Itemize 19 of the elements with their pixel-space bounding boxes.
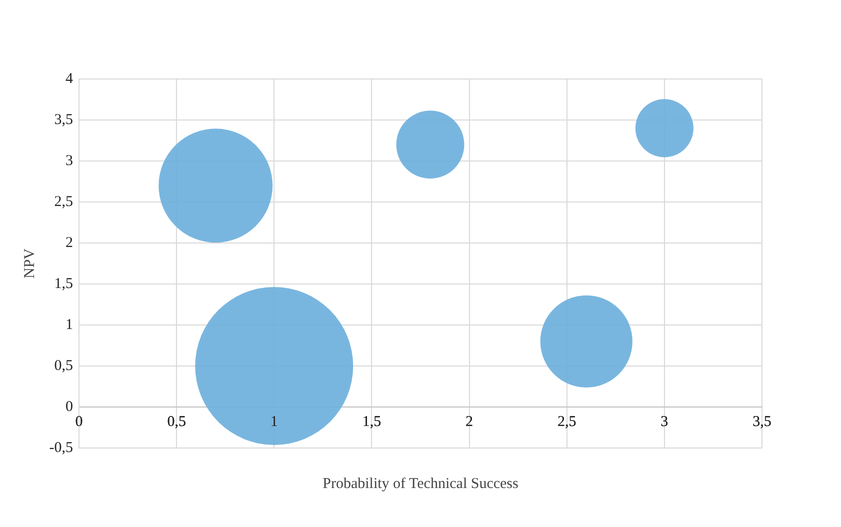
y-tick-label: 3 xyxy=(66,152,73,169)
y-tick-label: 2 xyxy=(66,234,73,251)
x-tick-label: 1,5 xyxy=(362,414,382,430)
x-tick-label: 3,5 xyxy=(752,414,772,430)
y-tick-label: -0,5 xyxy=(49,440,73,456)
x-tick-label: 0,5 xyxy=(167,414,186,430)
y-tick-label: 3,5 xyxy=(54,112,73,128)
x-axis-title: Probability of Technical Success xyxy=(322,476,519,492)
y-tick-label: 0 xyxy=(66,398,73,415)
y-tick-label: 0,5 xyxy=(54,358,73,374)
y-tick-label: 1,5 xyxy=(54,276,73,292)
y-axis-title: NPV xyxy=(22,248,38,279)
y-tick-label: 1 xyxy=(66,316,73,333)
y-tick-label: 4 xyxy=(66,70,74,87)
x-tick-label: 3 xyxy=(660,414,668,430)
x-tick-label: 1 xyxy=(270,414,278,430)
x-tick-label: 2,5 xyxy=(557,414,576,430)
y-tick-label: 2,5 xyxy=(54,194,73,210)
x-tick-label: 2 xyxy=(466,414,474,430)
